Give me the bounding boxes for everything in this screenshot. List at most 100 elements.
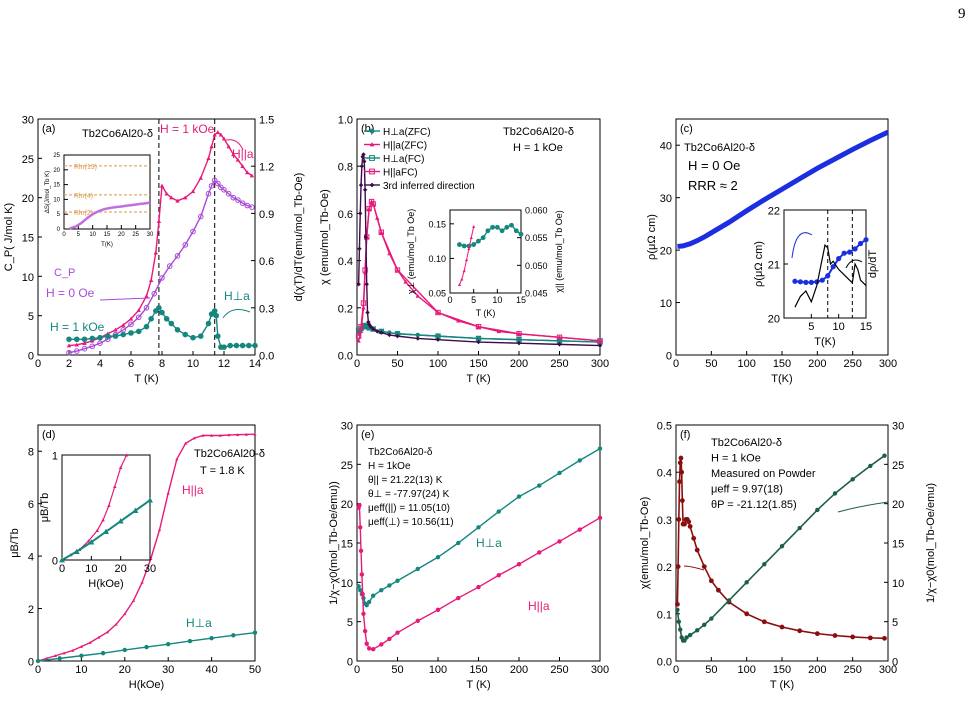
- data-point: [675, 564, 681, 569]
- data-point: [183, 441, 188, 445]
- x-tick-label: 200: [510, 664, 528, 676]
- data-point: [205, 320, 212, 327]
- fit-annotation: θP = -21.12(1.85): [711, 499, 797, 511]
- series-3rd-inferred-direction: [356, 152, 603, 348]
- data-point: [182, 331, 189, 338]
- y2-axis-label: χ|| (emu/mol_Tb Oe): [554, 210, 564, 292]
- data-point: [379, 330, 384, 335]
- x-tick-label: 15: [516, 295, 526, 305]
- data-point: [215, 180, 221, 187]
- series--: [677, 129, 890, 249]
- y-tick-label: 30: [341, 421, 353, 433]
- data-point: [81, 336, 88, 343]
- data-point: [57, 656, 62, 661]
- data-point: [577, 527, 582, 532]
- data-point: [89, 343, 96, 350]
- data-point: [476, 584, 481, 590]
- data-point: [135, 314, 142, 321]
- y2-tick-label: 0.050: [525, 261, 548, 271]
- y-tick-label: 20: [22, 193, 34, 205]
- panel-label: (d): [42, 429, 55, 441]
- data-point: [808, 279, 814, 285]
- data-point: [113, 327, 118, 332]
- data-point: [358, 211, 363, 216]
- data-point: [882, 453, 887, 458]
- y-tick-label: 0.5: [657, 421, 672, 433]
- data-point: [677, 479, 682, 485]
- x-tick-label: 12: [218, 358, 230, 370]
- data-point: [157, 528, 162, 532]
- y-tick-label: 10: [22, 272, 34, 284]
- data-point: [415, 293, 420, 298]
- y-axis-label: ΔS(J/mol_Tb K): [45, 171, 51, 213]
- y-tick-label: 5: [347, 617, 353, 629]
- data-point: [215, 130, 220, 135]
- data-point: [457, 283, 462, 286]
- data-point: [518, 231, 524, 237]
- y-tick-label: 25: [53, 153, 60, 159]
- data-point: [135, 328, 142, 335]
- data-point: [164, 191, 169, 196]
- data-point: [218, 433, 222, 437]
- data-point: [460, 277, 464, 281]
- data-point: [190, 189, 196, 194]
- y2-tick-label: 10: [892, 578, 904, 590]
- h1-label: H = 1 kOe: [50, 320, 105, 334]
- data-point: [132, 507, 139, 514]
- data-point: [117, 518, 124, 524]
- data-point: [249, 173, 255, 178]
- inset-bg: [450, 210, 521, 293]
- data-point: [682, 638, 687, 643]
- data-point: [362, 267, 368, 273]
- data-point: [226, 144, 231, 149]
- y-tick-label: 15: [341, 539, 353, 551]
- x-axis-label: H(kOe): [129, 679, 164, 691]
- data-point: [112, 333, 119, 339]
- series-c-p-h-1-koe-: [66, 130, 255, 348]
- inset-bg: [784, 210, 866, 318]
- x-axis-label: T(K): [101, 242, 113, 248]
- data-point: [557, 342, 562, 347]
- data-point: [744, 611, 750, 617]
- y-tick-label: 5: [57, 212, 61, 218]
- series-c-p-h-0-oe-: [66, 177, 255, 356]
- y2-tick-label: 1.5: [259, 115, 274, 127]
- data-point: [100, 650, 106, 656]
- y-tick-label: 8: [28, 447, 34, 459]
- data-point: [882, 635, 887, 641]
- data-point: [716, 587, 721, 593]
- data-point: [53, 654, 57, 658]
- y-tick-label: 0: [52, 556, 58, 568]
- data-point: [252, 342, 258, 349]
- y-tick-label: 0: [666, 351, 672, 363]
- inset-d: 0 10 20 30 0 1 H(kOe) μB/Tb: [39, 451, 156, 591]
- data-point: [679, 498, 685, 503]
- data-point: [192, 436, 196, 440]
- data-point: [480, 235, 486, 241]
- y-tick-label: 0: [347, 657, 353, 669]
- data-point: [361, 611, 366, 616]
- data-point: [210, 433, 214, 437]
- series--: [457, 225, 476, 286]
- h-perp-label: H⊥a: [224, 289, 250, 303]
- x-axis-label: T (K): [134, 373, 158, 385]
- y-tick-label: 0.05: [428, 289, 446, 299]
- temp-label: T = 1.8 K: [200, 465, 245, 477]
- x-axis-label: T (K): [476, 308, 496, 318]
- data-point: [182, 242, 189, 248]
- y-axis-label: χ (emu/mol_Tb-Oe): [319, 189, 331, 285]
- arrow-inv: [837, 501, 889, 513]
- data-point: [201, 433, 205, 437]
- data-point: [464, 258, 469, 262]
- data-point: [678, 627, 683, 632]
- x-tick-label: 0: [673, 358, 679, 370]
- y-axis-label: μB/Tb: [39, 493, 51, 523]
- data-point: [676, 517, 682, 522]
- arrow-chi: [683, 565, 705, 571]
- data-point: [73, 348, 80, 354]
- series-d-dt: [794, 243, 867, 308]
- x-tick-label: 250: [550, 358, 568, 370]
- data-point: [159, 275, 165, 281]
- series-line: [794, 243, 867, 308]
